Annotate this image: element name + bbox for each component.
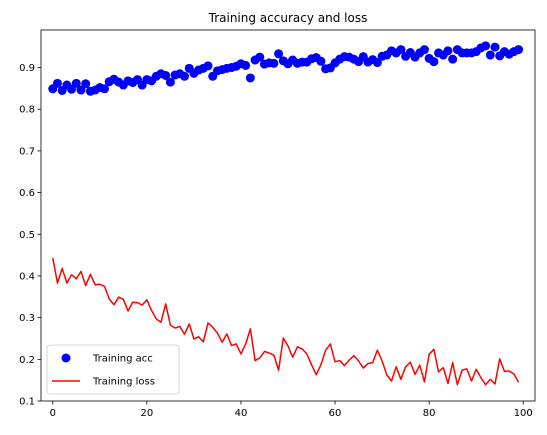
x-tick-label: 40 xyxy=(235,408,248,419)
acc-point xyxy=(52,78,62,88)
x-tick-label: 0 xyxy=(50,408,56,419)
acc-point xyxy=(429,57,439,67)
y-tick-label: 0.6 xyxy=(19,188,35,199)
acc-point xyxy=(481,41,491,51)
plot-marks xyxy=(48,41,524,386)
x-axis: 0 20 40 60 80 100 xyxy=(50,401,533,419)
y-tick-label: 0.1 xyxy=(19,397,35,408)
x-tick-label: 80 xyxy=(423,408,436,419)
acc-point xyxy=(372,58,382,68)
acc-point xyxy=(81,79,91,89)
y-tick-label: 0.2 xyxy=(19,355,35,366)
y-tick-label: 0.9 xyxy=(19,63,35,74)
x-tick-label: 100 xyxy=(514,408,533,419)
acc-point xyxy=(485,50,495,60)
y-tick-label: 0.5 xyxy=(19,230,35,241)
loss-line xyxy=(52,257,520,386)
acc-point xyxy=(443,46,453,56)
y-tick-label: 0.3 xyxy=(19,313,35,324)
y-tick-label: 0.4 xyxy=(19,271,35,282)
acc-point xyxy=(180,71,189,81)
legend-label-acc: Training acc xyxy=(92,354,153,365)
acc-point xyxy=(71,78,81,88)
legend-marker-acc xyxy=(61,353,71,363)
acc-point xyxy=(165,77,175,87)
acc-point xyxy=(161,70,171,80)
acc-point xyxy=(245,73,255,83)
x-tick-label: 60 xyxy=(329,408,342,419)
chart-title: Training accuracy and loss xyxy=(208,11,368,25)
acc-point xyxy=(448,54,458,64)
acc-point xyxy=(100,84,110,94)
acc-point xyxy=(255,52,265,62)
acc-point xyxy=(274,49,284,59)
acc-point xyxy=(490,42,500,52)
acc-point xyxy=(241,60,251,70)
acc-point xyxy=(269,58,279,68)
acc-point xyxy=(396,45,406,55)
y-tick-label: 0.8 xyxy=(19,105,35,116)
acc-point xyxy=(514,45,524,55)
y-tick-label: 0.7 xyxy=(19,146,35,157)
acc-point xyxy=(316,56,326,66)
acc-point xyxy=(419,45,429,55)
acc-point xyxy=(203,61,213,71)
y-axis: 0.1 0.2 0.3 0.4 0.5 0.6 0.7 0.8 0.9 xyxy=(19,63,41,408)
legend-label-loss: Training loss xyxy=(92,377,155,388)
legend: Training acc Training loss xyxy=(46,344,180,395)
acc-point xyxy=(76,85,86,95)
x-tick-label: 20 xyxy=(140,408,153,419)
plot-frame xyxy=(40,29,536,402)
